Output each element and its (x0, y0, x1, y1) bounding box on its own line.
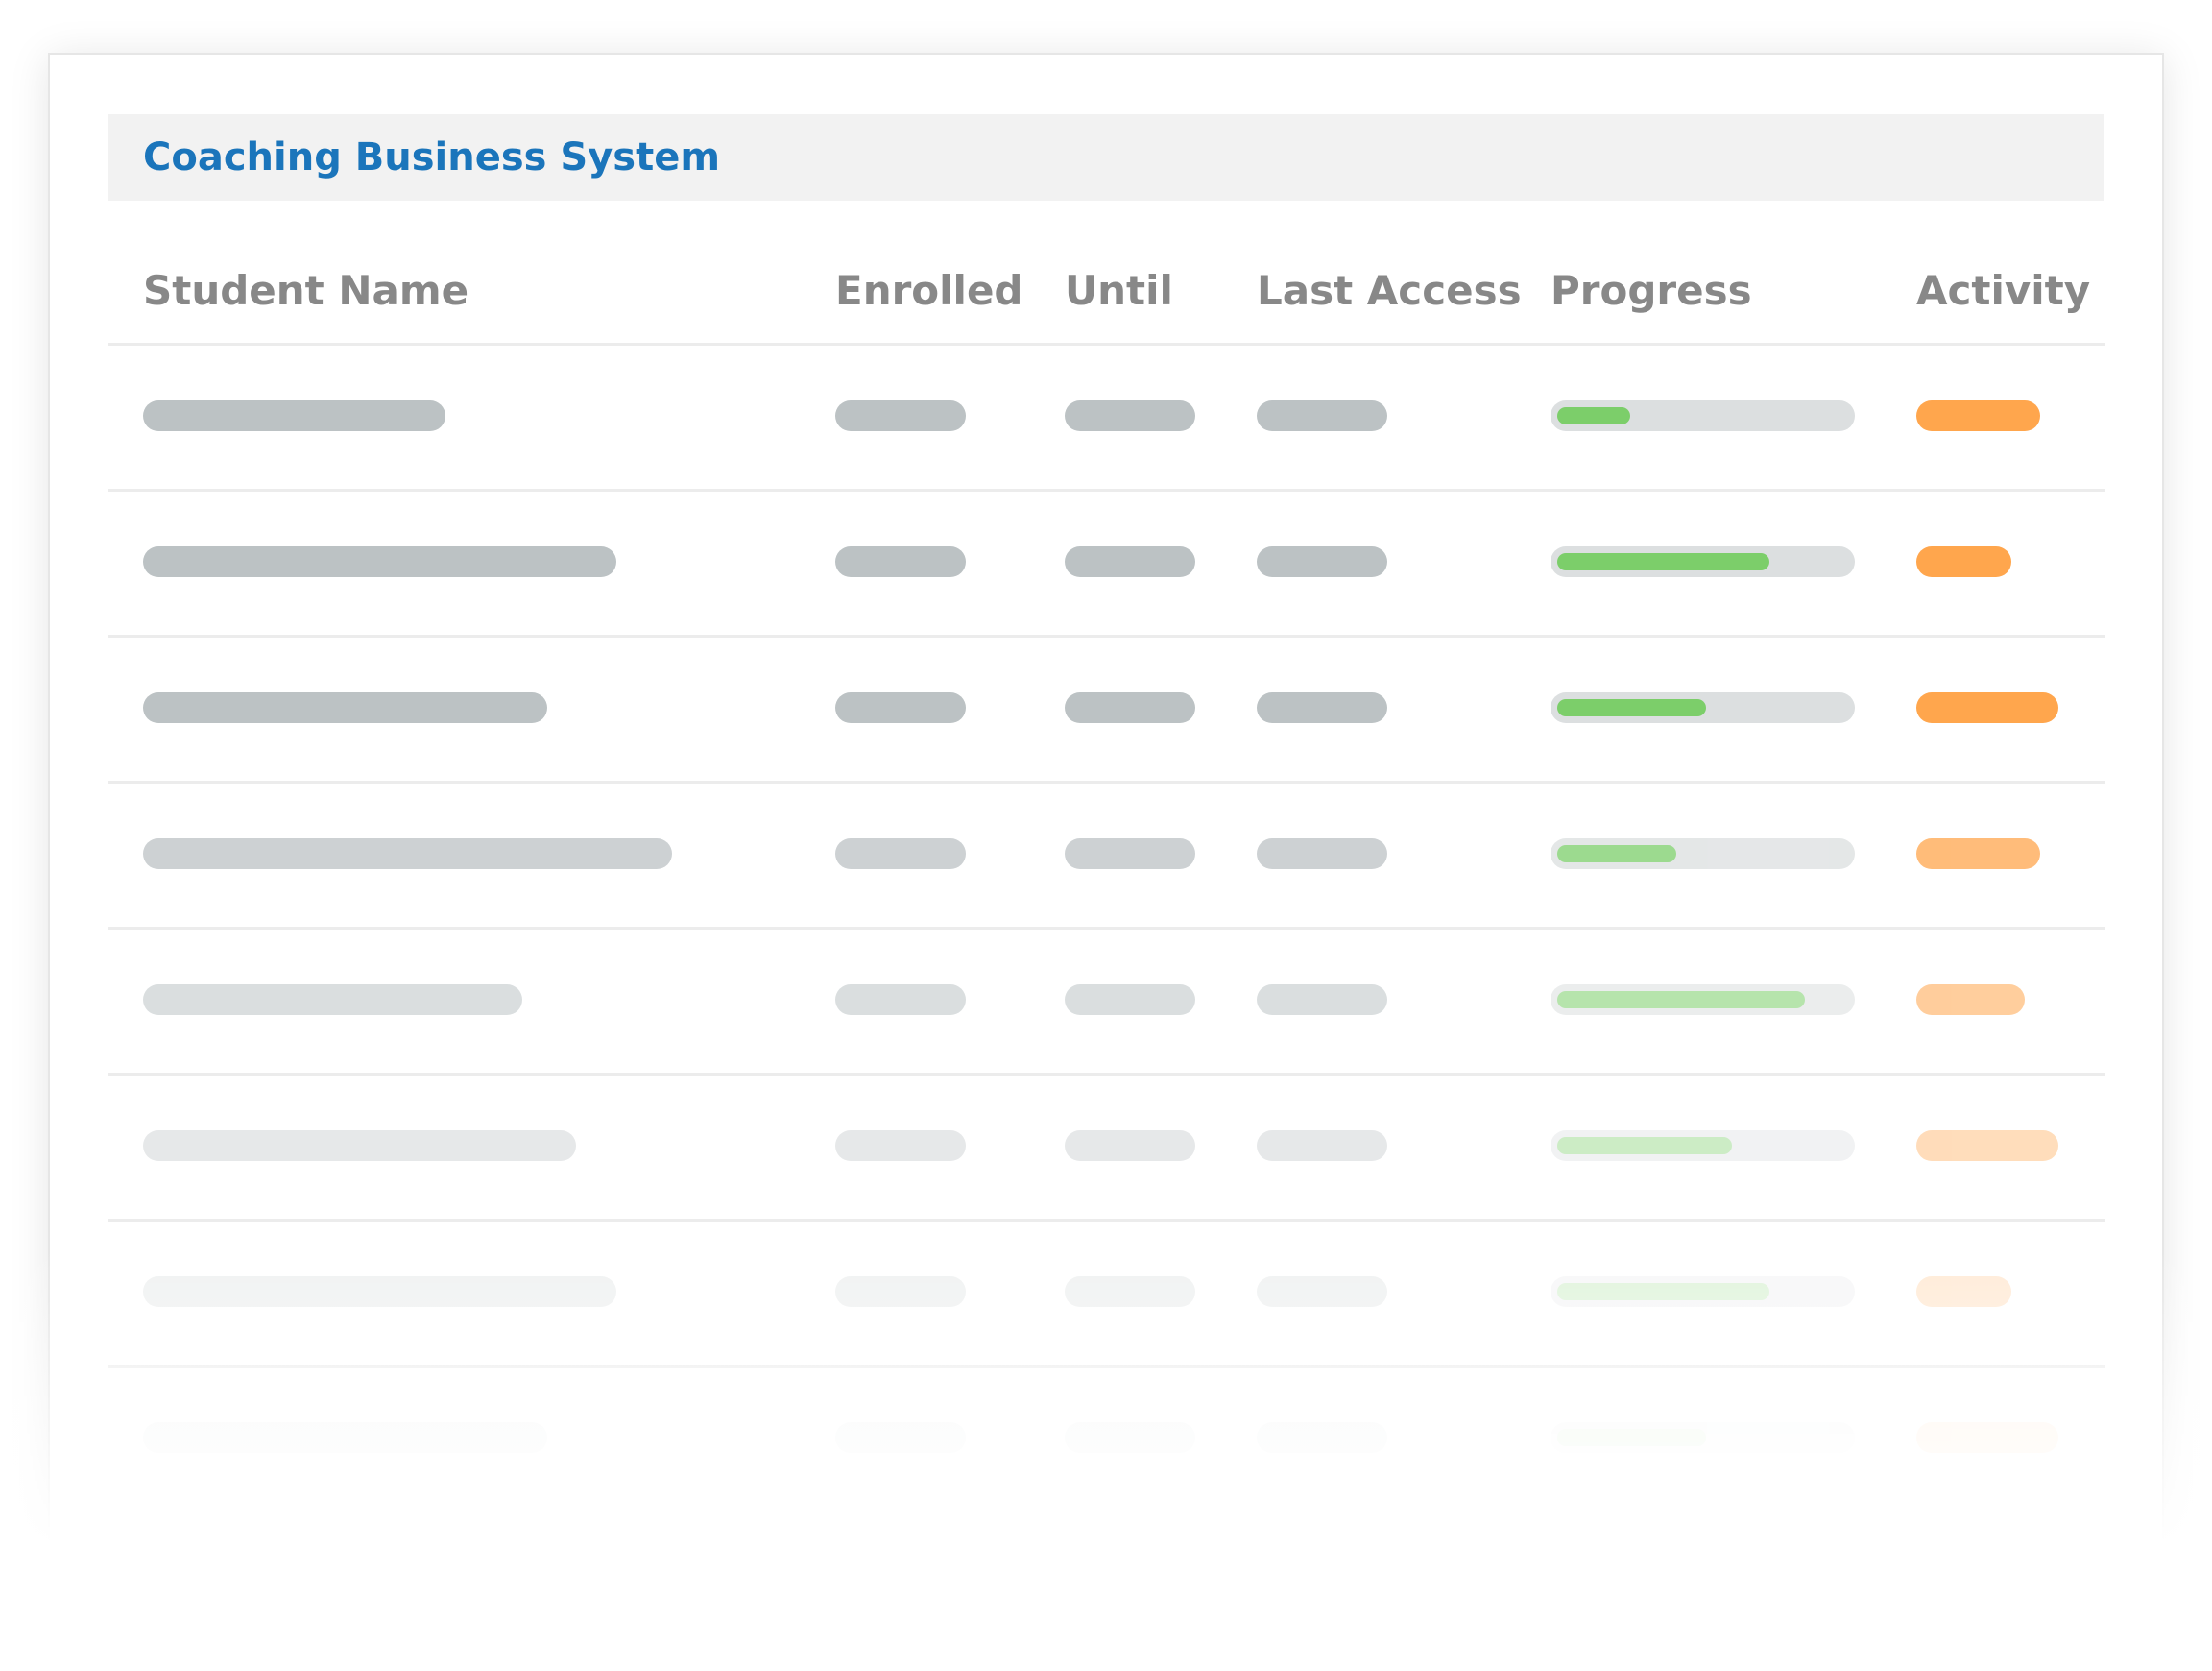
row-divider (108, 1219, 2105, 1222)
row-divider (108, 635, 2105, 638)
row-divider (108, 1365, 2105, 1368)
row-divider (108, 781, 2105, 784)
row-divider (108, 343, 2105, 346)
row-divider (108, 489, 2105, 492)
column-header-until[interactable]: Until (1065, 267, 1173, 314)
column-header-last-access[interactable]: Last Access (1257, 267, 1522, 314)
column-header-enrolled[interactable]: Enrolled (835, 267, 1023, 314)
column-header-student-name[interactable]: Student Name (143, 267, 469, 314)
title-bar: Coaching Business System (108, 114, 2104, 201)
column-header-activity[interactable]: Activity (1916, 267, 2091, 314)
column-header-progress[interactable]: Progress (1551, 267, 1752, 314)
app-title: Coaching Business System (143, 135, 721, 180)
row-divider (108, 927, 2105, 930)
row-divider (108, 1073, 2105, 1076)
